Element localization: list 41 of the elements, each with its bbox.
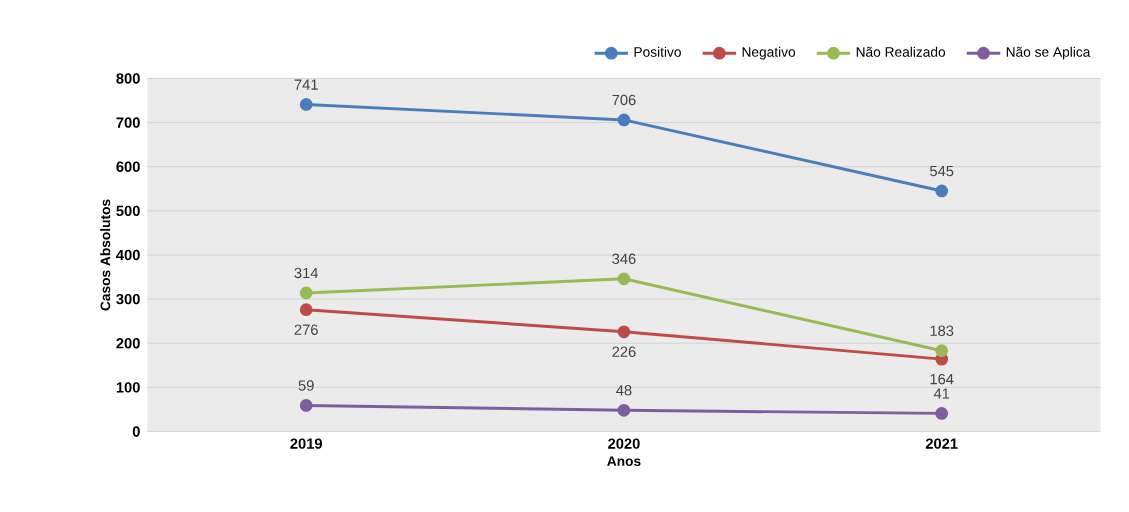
point bbox=[935, 344, 949, 358]
y-tick-label: 100 bbox=[116, 382, 140, 393]
y-tick-label: 300 bbox=[116, 293, 140, 305]
data-label: 164 bbox=[930, 373, 954, 385]
point bbox=[617, 272, 631, 286]
data-label: 59 bbox=[298, 380, 314, 391]
legend-label: Positivo bbox=[634, 46, 681, 57]
point bbox=[299, 303, 313, 317]
y-tick-label: 200 bbox=[116, 338, 140, 349]
data-label: 276 bbox=[294, 324, 318, 335]
x-tick-label: 2020 bbox=[608, 438, 640, 449]
x-axis-title: Anos bbox=[607, 456, 641, 467]
x-tick-label: 2021 bbox=[925, 438, 958, 449]
legend-label: Não se Aplica bbox=[1006, 46, 1091, 60]
data-label: 183 bbox=[930, 325, 954, 337]
point bbox=[935, 407, 949, 420]
data-label: 314 bbox=[294, 267, 319, 279]
y-tick-label: 500 bbox=[116, 205, 140, 217]
y-tick-label: 400 bbox=[116, 249, 140, 261]
point bbox=[299, 286, 313, 300]
data-label: 545 bbox=[930, 165, 954, 177]
data-label: 226 bbox=[612, 346, 636, 358]
data-label: 346 bbox=[612, 253, 636, 265]
data-label: 706 bbox=[612, 94, 636, 106]
y-tick-label: 600 bbox=[116, 161, 140, 172]
point bbox=[299, 399, 313, 412]
legend-label: Não Realizado bbox=[856, 46, 946, 57]
point bbox=[299, 98, 313, 111]
y-tick-label: 0 bbox=[132, 426, 140, 437]
point bbox=[617, 403, 631, 417]
legend-label: Negativo bbox=[742, 46, 796, 60]
point bbox=[617, 325, 631, 339]
data-label: 41 bbox=[933, 388, 950, 399]
y-axis-title: Casos Absolutos bbox=[100, 199, 111, 311]
data-label: 741 bbox=[294, 79, 318, 90]
y-tick-label: 700 bbox=[116, 117, 140, 128]
point bbox=[617, 113, 631, 127]
y-tick-label: 800 bbox=[116, 73, 140, 84]
x-tick-label: 2019 bbox=[290, 438, 323, 449]
data-label: 48 bbox=[616, 385, 632, 396]
point bbox=[935, 184, 949, 198]
